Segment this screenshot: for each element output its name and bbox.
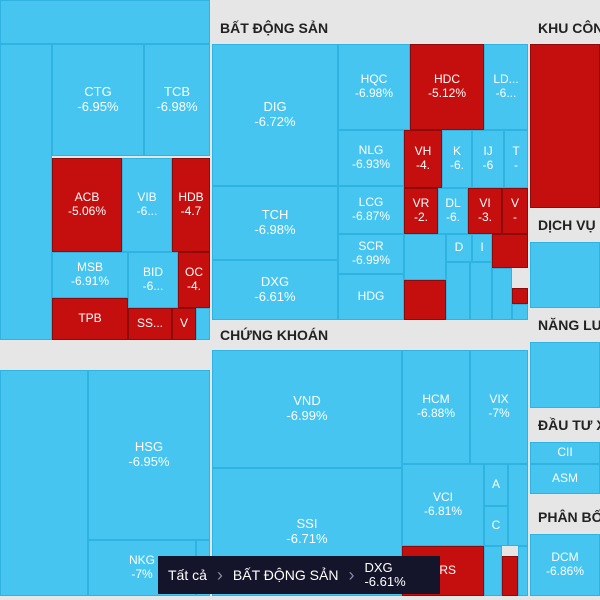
ticker-tile-dxg[interactable]: DXG -6.61%: [212, 260, 338, 320]
ticker-tile-small-g[interactable]: [484, 546, 502, 596]
ticker-tile-small-e[interactable]: [512, 304, 528, 320]
ticker-tile-khu-red[interactable]: [530, 44, 600, 208]
ticker-tile-tcb[interactable]: TCB -6.98%: [144, 44, 210, 156]
ticker-tile-ss[interactable]: SS...: [128, 308, 172, 340]
ticker-tile-lcg[interactable]: LCG -6.87%: [338, 186, 404, 234]
ticker-tile-vi[interactable]: VI -3.: [468, 188, 502, 234]
ticker-tile-nang-luong[interactable]: [530, 342, 600, 408]
ticker-tile-c[interactable]: C: [484, 506, 508, 546]
breadcrumb: Tất cả › BẤT ĐỘNG SẢN › DXG -6.61%: [158, 556, 440, 594]
ticker-tile-hcm[interactable]: HCM -6.88%: [402, 350, 470, 464]
ticker-tile-small-b[interactable]: [446, 262, 470, 320]
ticker-tile-vnd[interactable]: VND -6.99%: [212, 350, 402, 468]
ticker-tile-i[interactable]: I: [472, 234, 492, 262]
section-header-bat-dong-san[interactable]: BẤT ĐỘNG SẢN: [212, 12, 528, 44]
ticker-tile-vh[interactable]: VH -4.: [404, 130, 442, 188]
ticker-tile-dig[interactable]: DIG -6.72%: [212, 44, 338, 186]
ticker-tile-tpb[interactable]: TPB: [52, 298, 128, 340]
ticker-tile-cii[interactable]: CII: [530, 442, 600, 464]
ticker-tile-scr[interactable]: SCR -6.99%: [338, 234, 404, 274]
ticker-tile-bid[interactable]: BID -6...: [128, 252, 178, 308]
ticker-tile-vr[interactable]: VR -2.: [404, 188, 438, 234]
ticker-tile-hqc[interactable]: HQC -6.98%: [338, 44, 410, 130]
ticker-tile-hdc[interactable]: HDC -5.12%: [410, 44, 484, 130]
section-header-phan-bo[interactable]: PHÂN BỐ: [530, 500, 600, 534]
section-header-khu-cong[interactable]: KHU CÔN: [530, 12, 600, 44]
ticker-tile-ij[interactable]: IJ -6: [472, 130, 504, 188]
chevron-right-icon: ›: [348, 564, 355, 585]
ticker-tile-t[interactable]: T-: [504, 130, 528, 188]
section-header-dau-tu[interactable]: ĐẦU TƯ X: [530, 408, 600, 442]
ticker-tile-small-red4[interactable]: [502, 556, 518, 596]
ticker-tile-small-red2[interactable]: [404, 280, 446, 320]
section-header-dich-vu[interactable]: DỊCH VỤ: [530, 208, 600, 242]
breadcrumb-all[interactable]: Tất cả: [168, 567, 207, 583]
ticker-tile-dich-vu[interactable]: [530, 242, 600, 308]
chevron-right-icon: ›: [216, 564, 223, 585]
ticker-tile-vci[interactable]: VCI -6.81%: [402, 464, 484, 546]
bank-tile-strip[interactable]: [0, 0, 210, 44]
ticker-tile-small[interactable]: [196, 308, 210, 340]
ticker-tile-small-d[interactable]: [492, 268, 512, 320]
section-header-steel: [0, 340, 210, 370]
ticker-tile-vix[interactable]: VIX -7%: [470, 350, 528, 464]
ticker-tile-tch[interactable]: TCH -6.98%: [212, 186, 338, 260]
ticker-tile-hdg[interactable]: HDG: [338, 274, 404, 320]
ticker-tile-dcm[interactable]: DCM -6.86%: [530, 534, 600, 596]
ticker-tile-small-h[interactable]: [518, 546, 528, 596]
ticker-tile-nlg[interactable]: NLG -6.93%: [338, 130, 404, 186]
ticker-tile-hdb[interactable]: HDB -4.7: [172, 158, 210, 252]
ticker-tile-oc[interactable]: OC -4.: [178, 252, 210, 308]
ticker-tile-small-red1[interactable]: [492, 234, 528, 268]
ticker-tile-dl[interactable]: DL -6.: [438, 188, 468, 234]
ticker-tile-d[interactable]: D: [446, 234, 472, 262]
section-header-chung-khoan[interactable]: CHỨNG KHOÁN: [212, 320, 528, 350]
ticker-tile-v[interactable]: V: [172, 308, 196, 340]
ticker-tile-hsg[interactable]: HSG -6.95%: [88, 370, 210, 540]
steel-tile-blank[interactable]: [0, 370, 88, 596]
breadcrumb-ticker-symbol: DXG: [364, 560, 393, 576]
bank-tile-blank-left[interactable]: [0, 44, 52, 340]
ticker-tile-msb[interactable]: MSB -6.91%: [52, 252, 128, 298]
ticker-tile-nkg[interactable]: NKG -7%: [88, 540, 196, 596]
ticker-tile-ld[interactable]: LD... -6...: [484, 44, 528, 130]
ticker-tile-small-red3[interactable]: [512, 288, 528, 304]
section-header-nang-luong[interactable]: NĂNG LƯ: [530, 308, 600, 342]
ticker-tile-small-c[interactable]: [470, 262, 492, 320]
breadcrumb-ticker[interactable]: DXG -6.61%: [354, 561, 415, 588]
ticker-tile-asm[interactable]: ASM: [530, 464, 600, 494]
ticker-tile-k[interactable]: K -6.: [442, 130, 472, 188]
ticker-tile-acb[interactable]: ACB -5.06%: [52, 158, 122, 252]
ticker-tile-vib[interactable]: VIB -6...: [122, 158, 172, 252]
breadcrumb-ticker-pct: -6.61%: [364, 574, 406, 589]
ticker-tile-small-a[interactable]: [404, 234, 446, 280]
ticker-tile-v2[interactable]: V-: [502, 188, 528, 234]
ticker-tile-small-f[interactable]: [508, 464, 528, 546]
ticker-tile-ctg[interactable]: CTG -6.95%: [52, 44, 144, 156]
breadcrumb-sector[interactable]: BẤT ĐỘNG SẢN: [232, 567, 339, 583]
ticker-tile-a[interactable]: A: [484, 464, 508, 506]
